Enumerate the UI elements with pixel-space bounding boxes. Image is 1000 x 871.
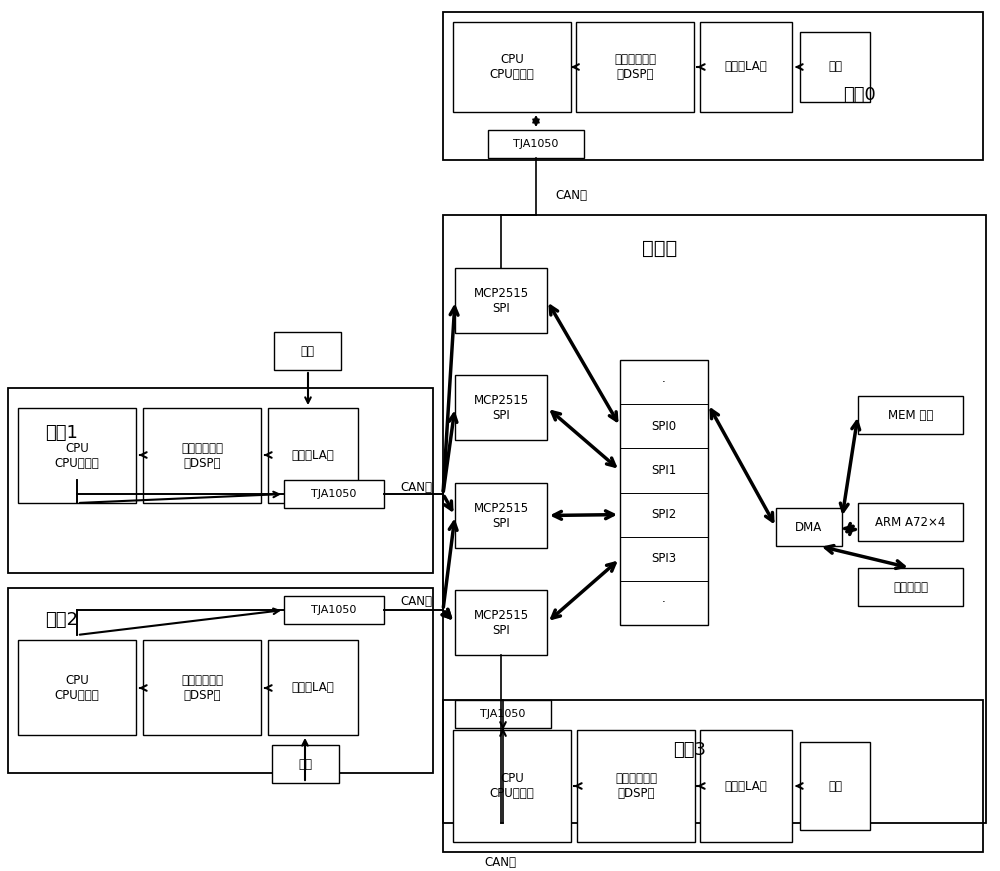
Bar: [274, 332, 341, 370]
Bar: [453, 22, 571, 112]
Bar: [800, 32, 870, 102]
Text: 天线: 天线: [828, 60, 842, 73]
Text: 天线: 天线: [298, 758, 312, 771]
Bar: [620, 360, 708, 625]
Bar: [858, 503, 963, 541]
Text: 雷达0: 雷达0: [844, 86, 876, 104]
Bar: [18, 640, 136, 735]
Bar: [284, 480, 384, 508]
Text: TJA1050: TJA1050: [311, 489, 357, 499]
Text: 数字信号处理
（DSP）: 数字信号处理 （DSP）: [614, 53, 656, 81]
Bar: [443, 12, 983, 160]
Text: SPI2: SPI2: [651, 508, 677, 521]
Bar: [776, 508, 842, 546]
Text: 雷达3: 雷达3: [674, 741, 706, 759]
Text: MCP2515
SPI: MCP2515 SPI: [473, 287, 529, 314]
Text: ·: ·: [662, 375, 666, 388]
Text: CAN线: CAN线: [484, 855, 516, 868]
Bar: [455, 700, 551, 728]
Text: MCP2515
SPI: MCP2515 SPI: [473, 502, 529, 530]
Text: CAN线: CAN线: [400, 595, 432, 607]
Text: 天线: 天线: [828, 780, 842, 793]
Text: CPU
CPU控制器: CPU CPU控制器: [490, 53, 534, 81]
Text: TJA1050: TJA1050: [480, 709, 526, 719]
Bar: [272, 745, 339, 783]
Bar: [453, 730, 571, 842]
Bar: [576, 22, 694, 112]
Text: TJA1050: TJA1050: [311, 605, 357, 615]
Text: CPU
CPU控制器: CPU CPU控制器: [490, 772, 534, 800]
Bar: [577, 730, 695, 842]
Bar: [443, 215, 986, 823]
Text: TJA1050: TJA1050: [513, 139, 559, 149]
Bar: [443, 700, 983, 852]
Text: 数字信号处理
（DSP）: 数字信号处理 （DSP）: [181, 442, 223, 469]
Text: DMA: DMA: [795, 521, 823, 534]
Text: CAN线: CAN线: [555, 188, 587, 201]
Bar: [455, 375, 547, 440]
Bar: [8, 588, 433, 773]
Bar: [858, 568, 963, 606]
Text: SPI3: SPI3: [651, 552, 677, 565]
Text: 射频（LA）: 射频（LA）: [725, 60, 767, 73]
Bar: [455, 268, 547, 333]
Bar: [284, 596, 384, 624]
Text: SPI1: SPI1: [651, 464, 677, 477]
Bar: [455, 483, 547, 548]
Bar: [858, 396, 963, 434]
Text: 雷达2: 雷达2: [46, 611, 78, 629]
Bar: [18, 408, 136, 503]
Bar: [700, 22, 792, 112]
Text: 数字信号处理
（DSP）: 数字信号处理 （DSP）: [181, 673, 223, 701]
Text: ARM A72×4: ARM A72×4: [875, 516, 946, 529]
Text: CPU
CPU控制器: CPU CPU控制器: [55, 673, 99, 701]
Bar: [143, 408, 261, 503]
Text: CPU
CPU控制器: CPU CPU控制器: [55, 442, 99, 469]
Bar: [268, 408, 358, 503]
Bar: [700, 730, 792, 842]
Bar: [143, 640, 261, 735]
Bar: [268, 640, 358, 735]
Bar: [800, 742, 870, 830]
Text: 天线: 天线: [300, 345, 314, 357]
Text: 雷达1: 雷达1: [46, 424, 78, 442]
Text: 工控机: 工控机: [642, 239, 678, 258]
Text: 中断控制器: 中断控制器: [893, 580, 928, 593]
Text: ·: ·: [662, 597, 666, 610]
Text: 射频（LA）: 射频（LA）: [725, 780, 767, 793]
Text: MEM 内存: MEM 内存: [888, 408, 933, 422]
Bar: [488, 130, 584, 158]
Text: 数字信号处理
（DSP）: 数字信号处理 （DSP）: [615, 772, 657, 800]
Text: 射频（LA）: 射频（LA）: [292, 681, 334, 694]
Text: MCP2515
SPI: MCP2515 SPI: [473, 394, 529, 422]
Text: SPI0: SPI0: [651, 420, 677, 433]
Text: MCP2515
SPI: MCP2515 SPI: [473, 609, 529, 637]
Bar: [8, 388, 433, 573]
Text: 射频（LA）: 射频（LA）: [292, 449, 334, 462]
Text: CAN线: CAN线: [400, 481, 432, 494]
Bar: [455, 590, 547, 655]
